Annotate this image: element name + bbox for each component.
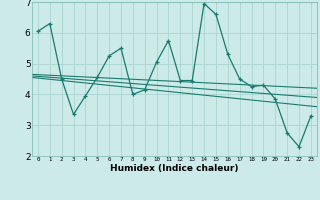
X-axis label: Humidex (Indice chaleur): Humidex (Indice chaleur) [110, 164, 239, 173]
